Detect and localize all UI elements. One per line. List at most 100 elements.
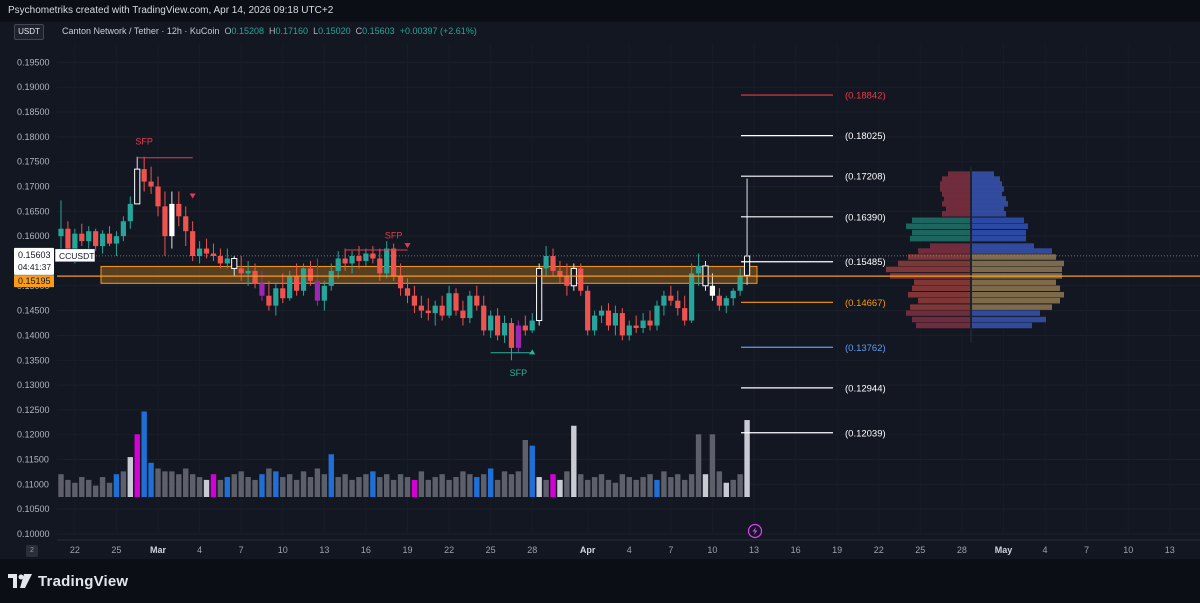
support-zone	[100, 265, 758, 284]
profile-buy-bar	[972, 171, 994, 177]
candle-body	[425, 310, 431, 314]
price-tick: 0.14500	[17, 306, 50, 316]
candle-body	[245, 270, 251, 274]
candle-body	[58, 228, 64, 237]
profile-sell-bar	[948, 171, 970, 177]
candle-body	[605, 310, 612, 326]
profile-sell-bar	[918, 297, 970, 304]
tradingview-logo-icon	[8, 574, 32, 588]
candle-body	[543, 256, 549, 269]
candle-body	[190, 231, 196, 257]
candle-body	[598, 310, 605, 316]
candle-body	[508, 323, 515, 348]
candle-body	[494, 315, 501, 336]
profile-buy-bar	[972, 229, 1026, 236]
candle-body	[578, 268, 584, 291]
candle-body	[654, 305, 660, 326]
volume-bar	[377, 477, 383, 497]
down-arrow-icon	[189, 193, 196, 199]
current-price-value: 0.15603	[18, 250, 51, 260]
profile-buy-bar	[972, 196, 1006, 202]
fib-label: (0.12039)	[845, 428, 886, 439]
symbol-legend: Canton Network / Tether · 12h · KuCoin O…	[62, 26, 477, 36]
volume-bar	[668, 477, 674, 497]
candle-body	[488, 315, 494, 331]
profile-sell-bar	[940, 186, 970, 192]
volume-bar	[675, 474, 681, 497]
volume-bar	[439, 474, 445, 497]
profile-buy-bar	[972, 316, 1046, 323]
profile-sell-bar	[908, 254, 970, 260]
currency-box[interactable]: USDT	[14, 24, 44, 40]
time-tick: 28	[527, 545, 537, 555]
profile-sell-bar	[914, 279, 970, 286]
time-axis[interactable]: 22 25 Mar 4 7 10 13 16 19 22 25 28 Apr 4 7 10 13 16 19 22 25…	[57, 539, 1200, 555]
volume-bar	[196, 477, 203, 497]
candle-body	[363, 253, 369, 261]
price-tick: 0.19500	[17, 57, 50, 67]
time-tick: 13	[1165, 545, 1175, 555]
candle-body	[328, 270, 334, 286]
price-axis[interactable]: 0.19500 0.19000 0.18500 0.18000 0.17500 0.170…	[17, 57, 50, 539]
time-tick: 22	[70, 545, 80, 555]
high-value: 0.17160	[275, 26, 309, 36]
candle-body	[730, 290, 736, 299]
sfp-label: SFP	[385, 231, 403, 241]
chart-area[interactable]: 0.19500 0.19000 0.18500 0.18000 0.17500 0.170…	[0, 22, 1200, 559]
profile-sell-bar	[930, 243, 970, 249]
volume-bar	[453, 477, 459, 497]
brand-name: TradingView	[38, 572, 129, 590]
price-tick: 0.17500	[17, 157, 50, 167]
profile-buy-bar	[972, 223, 1028, 229]
symbol-tag	[54, 248, 96, 263]
candle-body	[432, 305, 438, 314]
volume-bar	[529, 445, 535, 497]
volume-bar	[481, 474, 487, 497]
profile-buy-bar	[972, 211, 1006, 217]
timezone-corner-button[interactable]: 2	[26, 545, 38, 557]
candle-body	[280, 288, 286, 299]
candle-body	[737, 275, 743, 291]
candle-body	[467, 295, 473, 319]
profile-sell-bar	[898, 260, 970, 267]
candle-body	[439, 305, 445, 316]
volume-bar	[543, 479, 549, 497]
tradingview-logo[interactable]: TradingView	[8, 571, 128, 591]
volume-bar	[224, 477, 231, 497]
volume-bar	[370, 471, 376, 497]
profile-buy-bar	[972, 217, 1024, 224]
volume-bar	[120, 471, 127, 497]
profile-buy-bar	[972, 297, 1060, 304]
candle-body	[106, 233, 113, 244]
price-tick: 0.19000	[17, 82, 50, 92]
candle-body	[197, 248, 203, 257]
profile-sell-bar	[912, 217, 970, 224]
profile-buy-bar	[972, 206, 1004, 212]
attribution-bar: Psychometriks created with TradingView.c…	[0, 0, 1200, 22]
volume-bar	[460, 471, 466, 497]
lightning-glyph	[752, 527, 758, 535]
volume-bar	[550, 474, 556, 497]
volume-bar	[141, 411, 147, 497]
price-chart[interactable]: 0.19500 0.19000 0.18500 0.18000 0.17500 0.170…	[0, 22, 1200, 559]
volume-bar	[321, 474, 328, 497]
volume-bar	[661, 471, 667, 497]
candle-body	[86, 231, 92, 242]
volume-bar	[106, 482, 113, 497]
volume-bar	[349, 479, 355, 497]
volume-bar	[113, 474, 120, 497]
profile-buy-bar	[972, 310, 1040, 316]
volume-bar	[176, 474, 182, 497]
volume-bar	[65, 479, 71, 497]
time-tick: 10	[278, 545, 288, 555]
price-tick: 0.12000	[17, 430, 50, 440]
candle-body	[689, 273, 695, 321]
candle-body	[238, 268, 244, 274]
candle-body	[557, 270, 563, 276]
symbol-name: Canton Network / Tether · 12h · KuCoin	[62, 26, 220, 36]
time-tick: 13	[319, 545, 329, 555]
fib-label: (0.18842)	[845, 91, 886, 102]
time-tick: 22	[444, 545, 454, 555]
profile-sell-bar	[912, 285, 970, 292]
profile-sell-bar	[886, 266, 970, 273]
